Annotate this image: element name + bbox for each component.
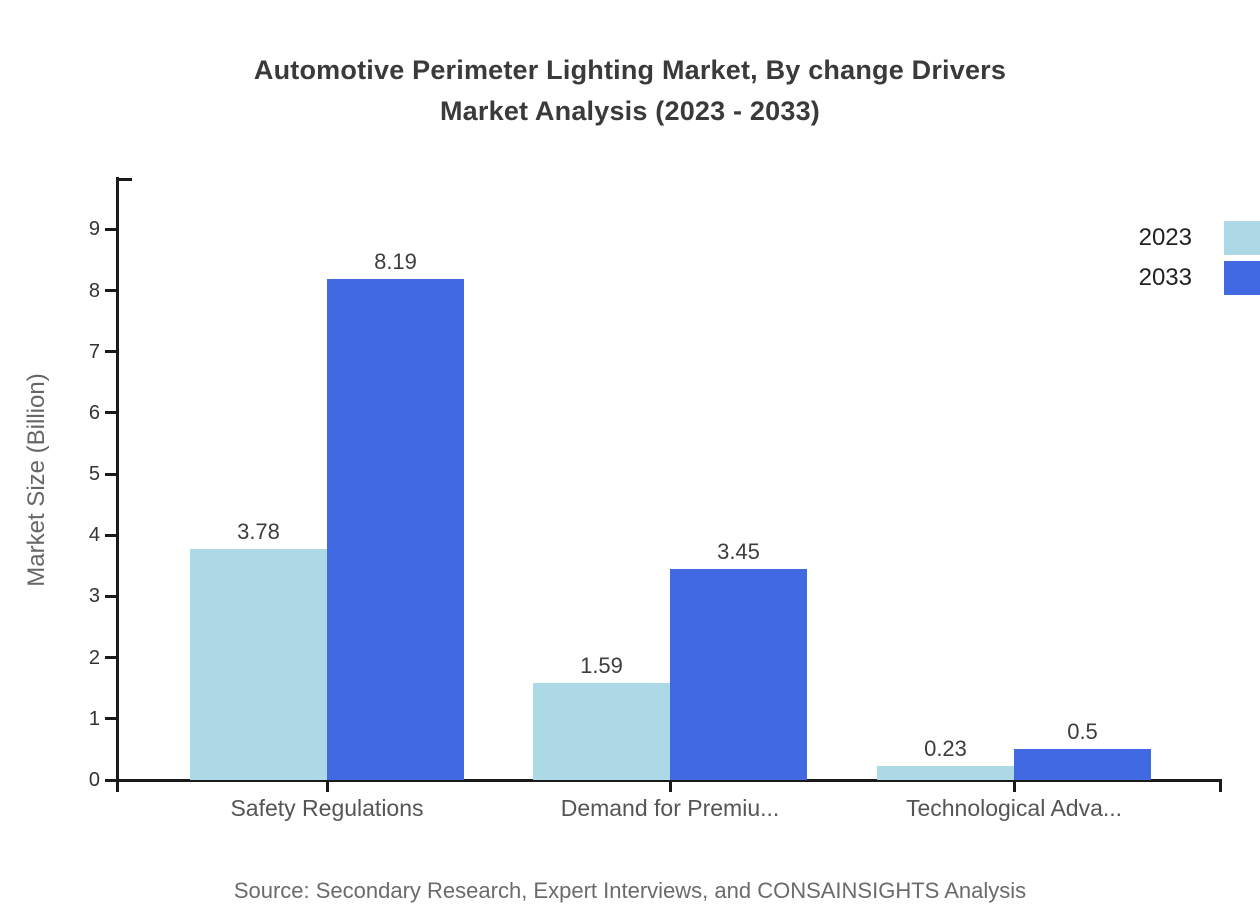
y-axis-tick-label: 4 (88, 524, 100, 547)
category-label: Safety Regulations (230, 795, 424, 821)
bar-2023-1 (190, 549, 327, 780)
chart-title-line1: Automotive Perimeter Lighting Market, By… (253, 55, 1007, 85)
bar-2033-1 (327, 279, 464, 780)
bar-2023-2 (533, 683, 670, 780)
source-note: Source: Secondary Research, Expert Inter… (233, 878, 1027, 903)
legend-item-2033[interactable]: 2033 (1138, 264, 1192, 291)
y-axis-tick (105, 411, 118, 415)
y-axis-tick (105, 227, 118, 231)
category-label: Technological Adva... (905, 795, 1123, 821)
bar-2023-3 (877, 766, 1014, 780)
value-label: 3.78 (237, 519, 280, 544)
value-label: 0.23 (924, 736, 967, 761)
y-axis-line (116, 177, 119, 792)
x-axis-end-tick (1219, 779, 1222, 792)
value-label: 8.19 (374, 249, 417, 274)
category-label: Demand for Premiu... (560, 795, 780, 821)
y-axis-tick-label: 3 (88, 585, 100, 608)
legend-swatch-2033[interactable] (1224, 261, 1260, 295)
y-axis-tick-label: 1 (88, 707, 100, 730)
value-label: 0.5 (1067, 719, 1098, 744)
value-label: 3.45 (717, 539, 760, 564)
y-axis-tick-label: 8 (88, 279, 100, 302)
y-axis-tick (105, 350, 118, 354)
y-axis-tick-label: 9 (88, 218, 100, 241)
y-axis-tick-label: 5 (88, 463, 100, 486)
y-axis-tick (105, 594, 118, 598)
legend-item-2023[interactable]: 2023 (1138, 224, 1192, 251)
x-axis-tick (668, 779, 672, 792)
y-axis-tick (105, 717, 118, 721)
value-label: 1.59 (580, 653, 623, 678)
bar-2033-2 (670, 569, 807, 780)
x-axis-tick (325, 779, 329, 792)
y-axis-end-tick (119, 178, 132, 181)
chart-title-line2: Market Analysis (2023 - 2033) (439, 96, 820, 126)
chart-title: Automotive Perimeter Lighting Market, By… (0, 50, 1260, 132)
y-axis-tick (105, 656, 118, 660)
y-axis-tick (105, 778, 118, 782)
legend-swatch-2023[interactable] (1224, 221, 1260, 255)
y-axis-tick (105, 533, 118, 537)
y-axis-tick-label: 2 (88, 646, 100, 669)
y-axis-tick (105, 289, 118, 293)
y-axis-tick-label: 7 (88, 340, 100, 363)
y-axis-tick-label: 0 (88, 769, 100, 791)
x-axis-tick (1012, 779, 1016, 792)
y-axis-tick (105, 472, 118, 476)
y-axis-tick-label: 6 (88, 401, 100, 424)
bar-2033-3 (1014, 749, 1151, 780)
